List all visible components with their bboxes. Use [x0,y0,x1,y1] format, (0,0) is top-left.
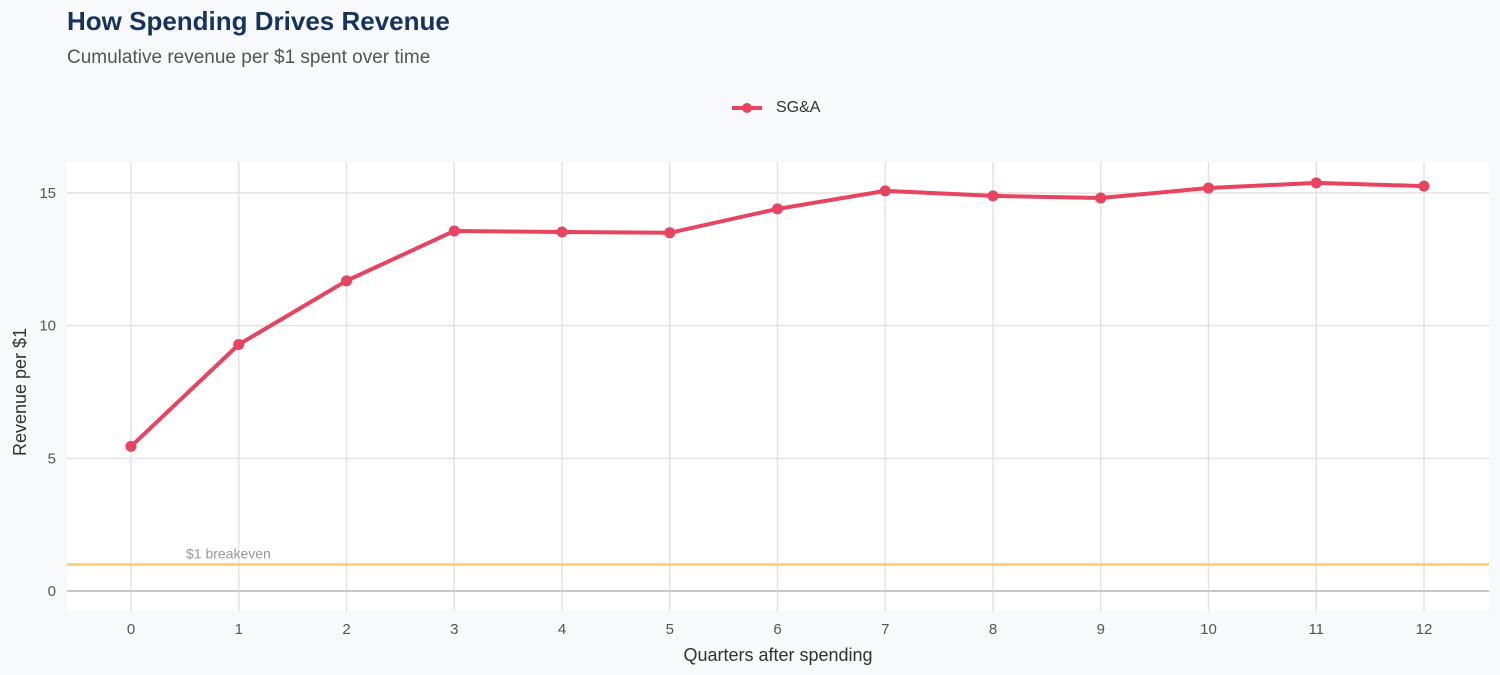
chart-title: How Spending Drives Revenue [67,6,450,36]
x-tick-label: 5 [666,621,674,638]
data-point [987,190,999,202]
breakeven-label: $1 breakeven [186,545,271,561]
y-tick-label: 5 [48,450,56,467]
y-tick-label: 15 [39,185,56,202]
data-point [125,440,137,452]
y-tick-label: 0 [48,583,56,600]
x-tick-label: 4 [558,621,566,638]
x-tick-label: 9 [1097,621,1105,638]
data-point [664,227,676,239]
data-point [1095,192,1107,204]
data-point [772,203,783,215]
data-point [233,339,245,351]
x-tick-label: 2 [342,621,350,638]
x-tick-label: 0 [127,621,135,638]
x-tick-label: 3 [450,621,458,638]
legend-swatch [732,103,762,113]
data-point [448,225,460,237]
x-tick-label: 8 [989,621,997,638]
data-point [341,275,352,287]
data-point [1203,182,1214,194]
x-tick-label: 6 [773,621,781,638]
x-tick-label: 7 [881,621,889,638]
x-tick-label: 12 [1416,621,1433,638]
x-tick-label: 10 [1200,621,1217,638]
chart-subtitle: Cumulative revenue per $1 spent over tim… [67,47,431,68]
legend-label: SG&A [776,99,821,116]
data-point [1418,180,1430,192]
data-point [1310,177,1322,189]
data-point [879,185,891,197]
y-tick-label: 10 [39,318,56,335]
data-point [556,226,568,238]
x-axis-label: Quarters after spending [683,645,872,665]
y-axis-label: Revenue per $1 [10,328,30,456]
legend: SG&A [730,99,820,117]
x-tick-label: 11 [1308,621,1324,638]
x-tick-label: 1 [235,621,243,638]
